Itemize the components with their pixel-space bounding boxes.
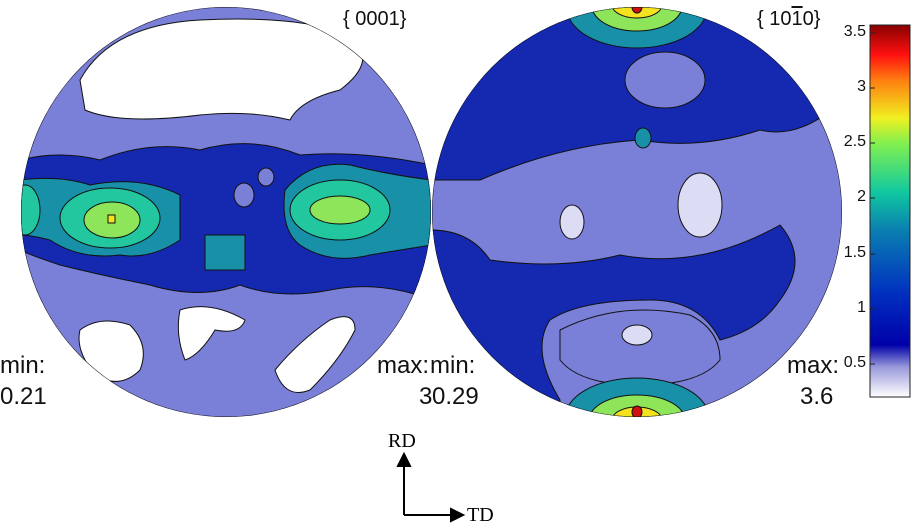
contour-low-bottom — [621, 324, 653, 346]
rd-td-axes — [396, 451, 466, 523]
contour-teal-center — [204, 234, 246, 271]
pole-figure-0001 — [21, 7, 431, 417]
td-arrowhead-icon — [450, 507, 466, 523]
peak-top-yellow — [611, 7, 663, 19]
contour-green-right — [309, 195, 371, 225]
contour-lavender-island — [233, 182, 255, 208]
td-label: TD — [467, 504, 494, 526]
contour-low-top — [79, 18, 364, 121]
panel2-title-bar: 1 — [791, 8, 803, 30]
panel2-title-prefix: { 10 — [757, 8, 792, 30]
peak-top-green — [591, 7, 683, 32]
rd-arrowhead-icon — [396, 451, 412, 467]
contour-lavender-bottom — [559, 309, 721, 386]
panel1-title: { 0001} — [343, 8, 407, 30]
panel2-min-label: min: — [430, 352, 476, 379]
contour-low-center-left — [559, 204, 585, 240]
rd-label: RD — [388, 430, 416, 452]
panel1-min-label: min: — [0, 352, 46, 379]
peak-top-red — [631, 7, 643, 14]
peak-bottom-teal — [564, 377, 710, 417]
panel1-min-value: 0.21 — [0, 383, 47, 410]
contour-low-bottom-mid — [177, 306, 246, 361]
contour-teal-dot — [634, 127, 652, 149]
colorbar-tick-label: 0.5 — [843, 354, 866, 371]
panel2-title-suffix: 0} — [802, 8, 821, 30]
panel1-max-value: 3 — [419, 383, 433, 410]
colorbar-tick-label: 1 — [857, 299, 866, 316]
colorbar — [869, 24, 911, 398]
pole-figure-10-10 — [432, 7, 842, 417]
colorbar-ticks — [870, 32, 875, 365]
contour-low-center-right — [677, 172, 723, 238]
contour-cyan-edge — [21, 184, 41, 236]
panel1-max-label: max: — [377, 352, 430, 379]
contour-blue-bottom — [432, 224, 796, 417]
contour-low-bottom-right — [274, 316, 356, 393]
colorbar-tick-label: 3.5 — [843, 23, 866, 40]
contour-lavender-island-2 — [257, 167, 275, 187]
colorbar-tick-label: 2.5 — [843, 133, 866, 150]
colorbar-tick-label: 3 — [857, 78, 866, 95]
panel2-max-value: 3.6 — [800, 383, 834, 410]
peak-bottom-red — [631, 405, 643, 417]
panel2-title: { 1010} — [757, 8, 820, 31]
panel2-max-label: max: — [787, 352, 840, 379]
contour-yellow-peak — [107, 214, 116, 224]
contour-low-bottom-left — [78, 320, 144, 382]
peak-bottom-green — [588, 394, 686, 417]
colorbar-tick-label: 2 — [857, 188, 866, 205]
contour-lavender-top-island — [624, 51, 706, 109]
panel2-min-value: 0.29 — [432, 383, 479, 410]
colorbar-tick-label: 1.5 — [843, 244, 866, 261]
